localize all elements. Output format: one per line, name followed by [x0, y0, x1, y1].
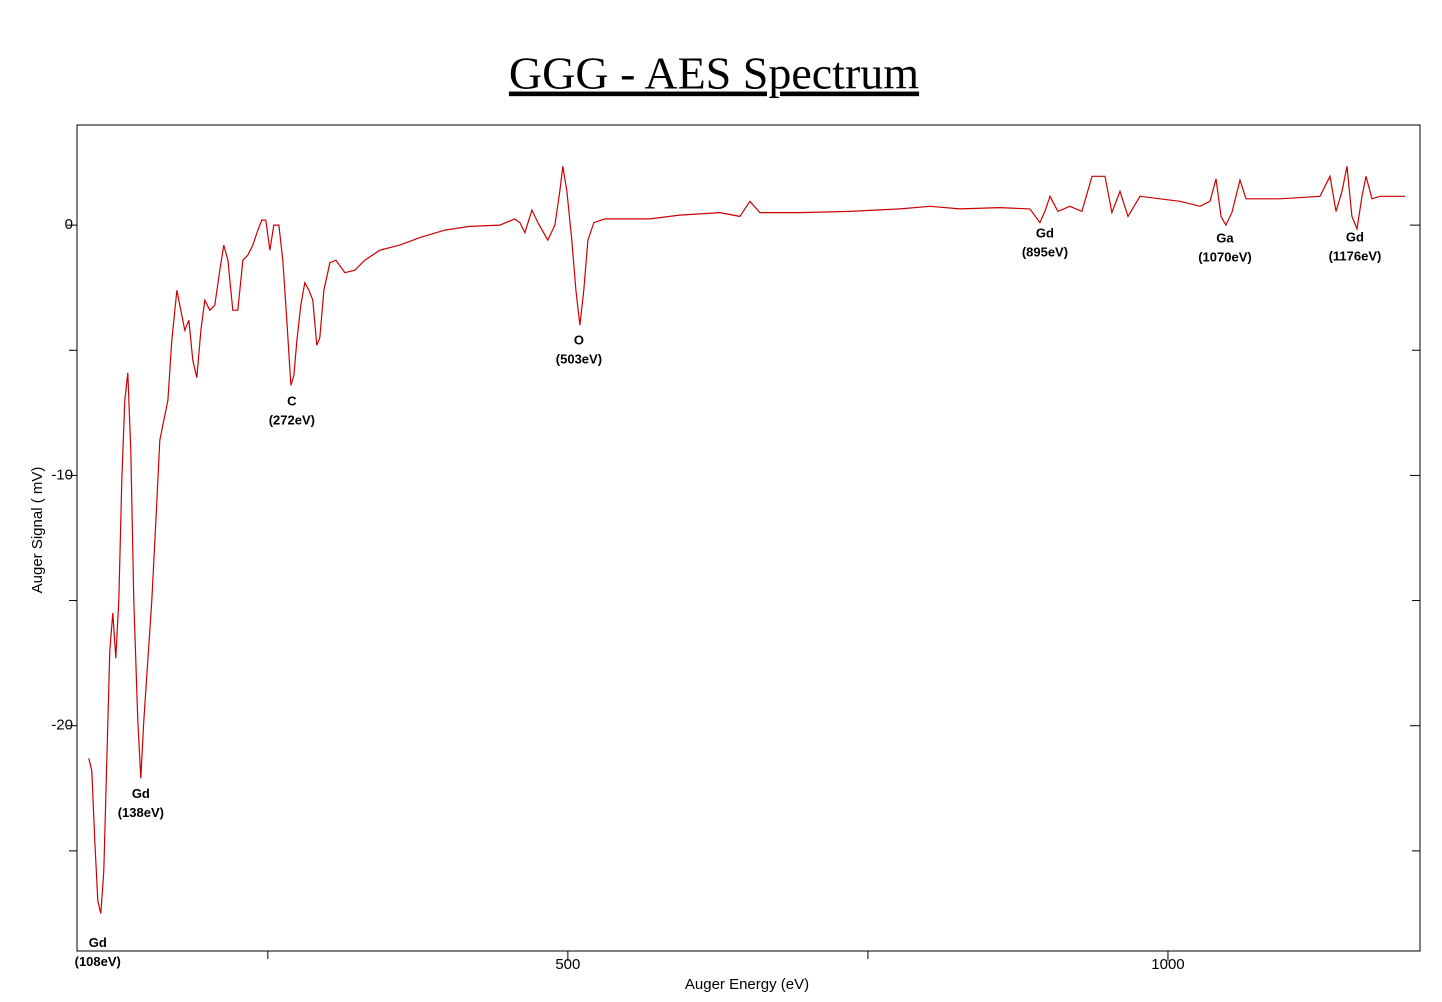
annotation-element: Gd [132, 786, 150, 801]
annotation-energy: (503eV) [556, 351, 602, 366]
annotation-energy: (138eV) [118, 805, 164, 820]
y-tick-label: -10 [51, 466, 73, 483]
annotation-element: Gd [1346, 230, 1364, 245]
x-axis-label: Auger Energy (eV) [685, 976, 809, 993]
x-tick-label: 500 [555, 956, 580, 973]
annotation-energy: (272eV) [269, 413, 315, 428]
annotation-energy: (1070eV) [1198, 250, 1251, 265]
x-tick-label: 1000 [1151, 956, 1184, 973]
y-tick-label: 0 [65, 216, 73, 233]
annotation-element: O [574, 332, 584, 347]
y-tick-label: -20 [51, 717, 73, 734]
annotation-energy: (895eV) [1022, 245, 1068, 260]
annotation-energy: (108eV) [75, 954, 121, 969]
y-axis-label: Auger Signal ( mV) [29, 467, 46, 594]
annotation-element: C [287, 394, 297, 409]
annotation-element: Gd [1036, 226, 1054, 241]
plot-frame [76, 124, 1421, 952]
spectrum-line [88, 166, 1405, 914]
chart-title: GGG - AES Spectrum [509, 48, 919, 99]
annotation-energy: (1176eV) [1329, 249, 1382, 264]
annotation-element: Ga [1216, 231, 1234, 246]
annotation-element: Gd [89, 935, 107, 950]
